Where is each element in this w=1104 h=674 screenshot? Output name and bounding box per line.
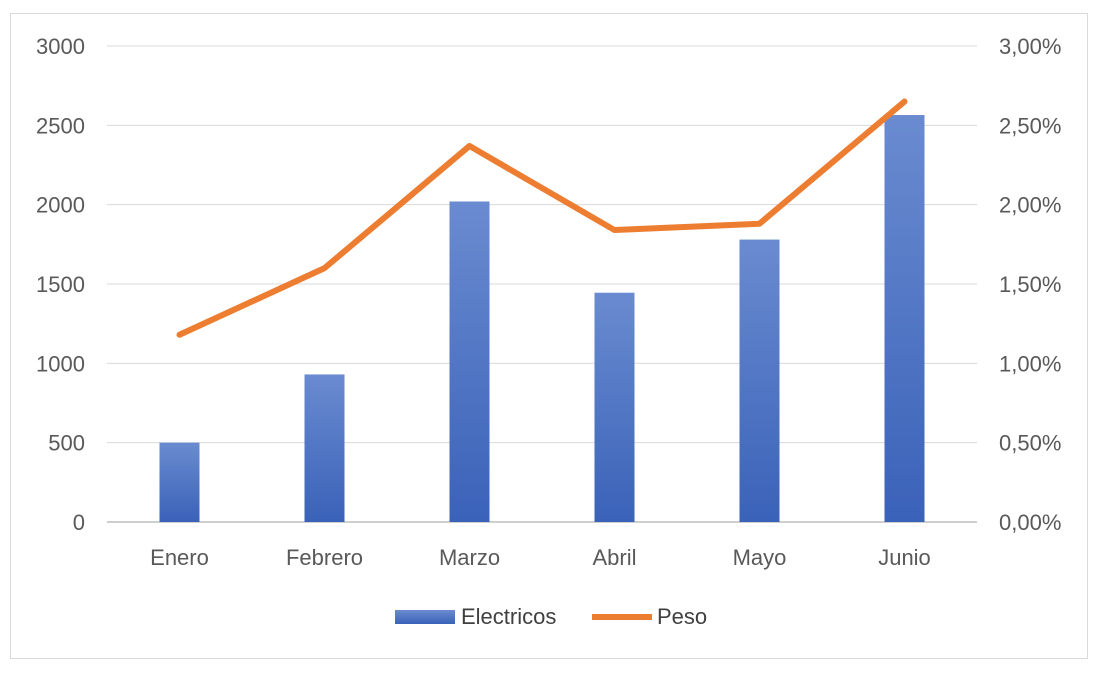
left-axis-ticks: 0 500 1000 1500 2000 2500 3000 bbox=[36, 34, 85, 535]
bar-junio bbox=[884, 115, 925, 523]
category-label: Mayo bbox=[733, 545, 787, 570]
category-label: Junio bbox=[878, 545, 931, 570]
right-axis-ticks: 0,00% 0,50% 1,00% 1,50% 2,00% 2,50% 3,00% bbox=[999, 34, 1061, 535]
gridlines bbox=[107, 45, 977, 523]
left-tick-label: 1500 bbox=[36, 272, 85, 297]
left-tick-label: 0 bbox=[73, 510, 85, 535]
left-tick-label: 3000 bbox=[36, 34, 85, 59]
right-tick-label: 0,50% bbox=[999, 431, 1061, 456]
legend-label-peso: Peso bbox=[657, 604, 707, 629]
legend: Electricos Peso bbox=[395, 604, 707, 629]
right-tick-label: 2,00% bbox=[999, 193, 1061, 218]
right-tick-label: 3,00% bbox=[999, 34, 1061, 59]
peso-line bbox=[176, 98, 908, 338]
left-tick-label: 500 bbox=[48, 431, 85, 456]
bar-mayo bbox=[739, 239, 780, 522]
right-tick-label: 2,50% bbox=[999, 113, 1061, 138]
right-tick-label: 1,00% bbox=[999, 351, 1061, 376]
category-label: Febrero bbox=[286, 545, 363, 570]
legend-swatch-electricos bbox=[395, 610, 455, 624]
bar-enero bbox=[159, 442, 200, 522]
bar-abril bbox=[594, 292, 635, 522]
category-label: Marzo bbox=[439, 545, 500, 570]
legend-label-electricos: Electricos bbox=[461, 604, 556, 629]
bar-marzo bbox=[449, 201, 490, 522]
line-series-peso bbox=[176, 98, 908, 338]
bar-series-electricos bbox=[159, 115, 925, 523]
category-label: Enero bbox=[150, 545, 209, 570]
bar-febrero bbox=[304, 374, 345, 522]
category-label: Abril bbox=[592, 545, 636, 570]
x-axis-ticks: Enero Febrero Marzo Abril Mayo Junio bbox=[150, 545, 931, 570]
left-tick-label: 2000 bbox=[36, 193, 85, 218]
right-tick-label: 0,00% bbox=[999, 510, 1061, 535]
left-tick-label: 2500 bbox=[36, 113, 85, 138]
left-tick-label: 1000 bbox=[36, 351, 85, 376]
right-tick-label: 1,50% bbox=[999, 272, 1061, 297]
